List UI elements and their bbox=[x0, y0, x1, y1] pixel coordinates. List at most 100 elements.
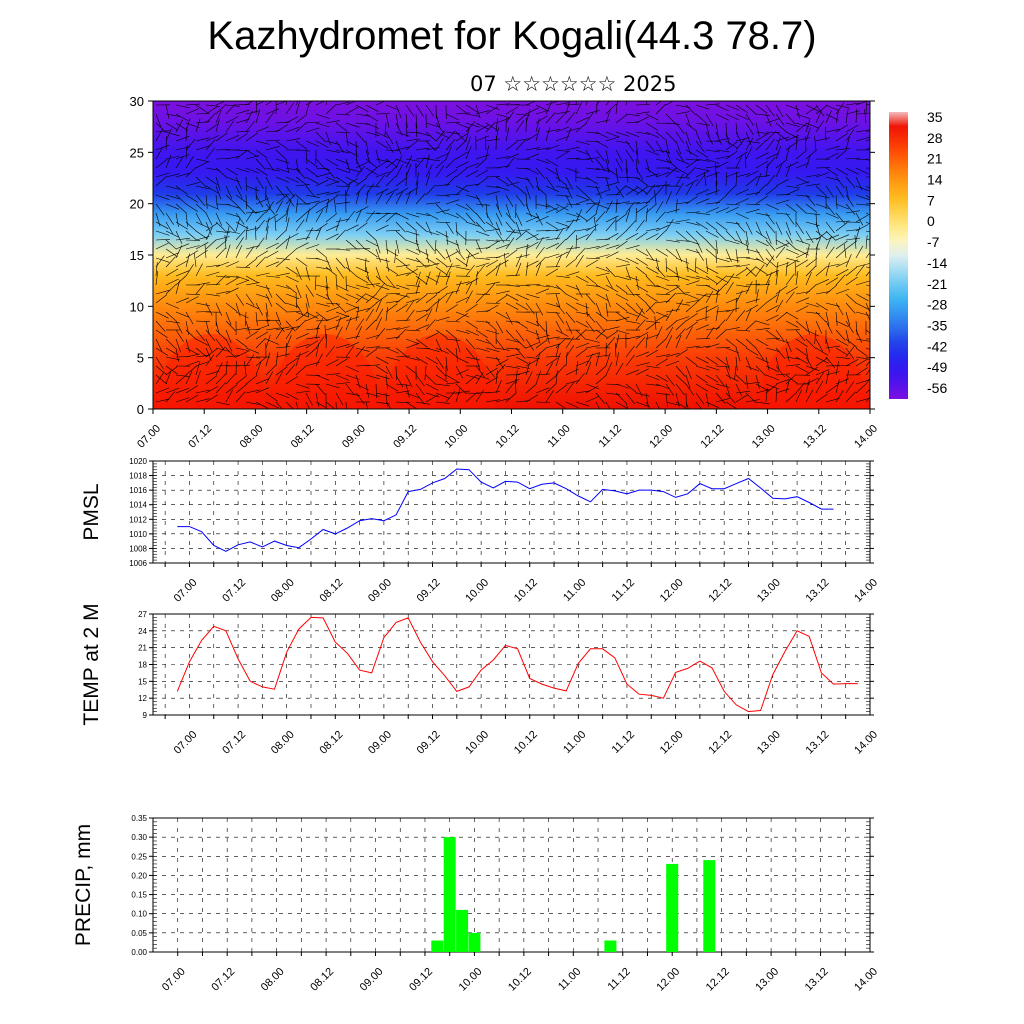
wind-barb bbox=[805, 320, 810, 335]
wind-barb bbox=[425, 347, 440, 352]
wind-barb bbox=[505, 203, 511, 218]
wind-barb bbox=[645, 208, 648, 223]
wind-barb bbox=[535, 256, 546, 268]
wind-barb bbox=[235, 176, 242, 190]
wind-barb bbox=[675, 167, 689, 176]
wind-barb bbox=[565, 320, 573, 334]
wind-barb bbox=[735, 155, 743, 169]
wind-barb bbox=[405, 155, 413, 169]
x-tick-label: 08.00 bbox=[269, 577, 297, 605]
wind-barb bbox=[795, 149, 808, 160]
wind-barb bbox=[575, 255, 584, 268]
wind-barb bbox=[305, 149, 308, 165]
wind-barb bbox=[585, 176, 599, 185]
wind-barb bbox=[825, 277, 839, 286]
wind-barb bbox=[835, 212, 846, 224]
wind-barb bbox=[205, 135, 220, 142]
wind-barb bbox=[504, 253, 507, 268]
wind-barb bbox=[275, 401, 283, 409]
wind-barb bbox=[265, 176, 273, 190]
wind-barb bbox=[395, 390, 410, 394]
wind-barb bbox=[455, 203, 469, 211]
wind-barb bbox=[485, 304, 499, 313]
wind-barb bbox=[725, 203, 741, 206]
x-tick-label: 09.00 bbox=[366, 729, 394, 757]
wind-barb bbox=[285, 138, 300, 142]
wind-barb bbox=[815, 302, 829, 311]
wind-barb bbox=[785, 221, 792, 236]
wind-barb bbox=[445, 139, 456, 151]
wind-barb bbox=[205, 227, 213, 241]
wind-barb bbox=[455, 281, 470, 286]
y-tick-label: 0.20 bbox=[131, 871, 147, 880]
wind-barb bbox=[615, 362, 624, 376]
wind-barb bbox=[505, 156, 515, 169]
wind-barb bbox=[435, 130, 446, 142]
colorbar-label: 28 bbox=[927, 130, 943, 146]
wind-barb bbox=[375, 149, 380, 164]
wind-barb bbox=[655, 326, 663, 340]
wind-barb bbox=[165, 366, 178, 376]
wind-barb bbox=[635, 207, 637, 223]
y-tick-label: 1006 bbox=[129, 559, 147, 568]
wind-barb bbox=[595, 189, 610, 196]
wind-barb bbox=[435, 131, 449, 139]
wind-barb bbox=[345, 266, 357, 277]
wind-barb bbox=[625, 232, 639, 241]
wind-barb bbox=[405, 138, 420, 142]
wind-barb bbox=[715, 319, 726, 331]
wind-barb bbox=[675, 275, 690, 281]
wind-barb bbox=[155, 113, 162, 128]
wind-barb bbox=[585, 275, 598, 285]
wind-barb bbox=[755, 365, 767, 377]
wind-barb bbox=[405, 365, 418, 375]
wind-barb bbox=[775, 246, 786, 259]
wind-barb bbox=[405, 383, 410, 398]
wind-barb bbox=[195, 320, 211, 322]
wind-barb bbox=[265, 293, 273, 307]
wind-barb bbox=[805, 377, 819, 385]
wind-barb bbox=[425, 122, 440, 128]
wind-barb bbox=[455, 122, 470, 129]
wind-barb bbox=[235, 217, 241, 232]
wind-barb bbox=[705, 343, 720, 349]
wind-barb bbox=[675, 158, 690, 165]
colorbar-label: -7 bbox=[927, 234, 940, 250]
wind-barb bbox=[345, 181, 351, 196]
wind-barb bbox=[205, 348, 218, 358]
wind-barb bbox=[555, 111, 570, 115]
wind-barb bbox=[235, 293, 245, 306]
wind-barb bbox=[635, 167, 644, 181]
wind-barb bbox=[395, 319, 411, 322]
wind-barb bbox=[445, 212, 460, 219]
wind-barb bbox=[445, 221, 454, 234]
wind-barb bbox=[565, 293, 579, 301]
wind-barb bbox=[395, 303, 408, 313]
wind-barb bbox=[675, 266, 680, 281]
wind-barb bbox=[445, 157, 457, 169]
wind-barb bbox=[615, 334, 620, 349]
wind-barb bbox=[515, 194, 525, 207]
wind-barb bbox=[185, 371, 193, 385]
wind-barb bbox=[405, 141, 418, 151]
wind-barb bbox=[525, 167, 539, 175]
wind-barb bbox=[525, 244, 528, 259]
wind-barb bbox=[375, 131, 389, 139]
x-tick-label: 11.12 bbox=[606, 966, 633, 993]
wind-barb bbox=[585, 202, 596, 214]
colorbar-label: -35 bbox=[927, 317, 947, 333]
wind-barb bbox=[765, 272, 773, 286]
wind-barb bbox=[705, 374, 719, 383]
wind-barb bbox=[265, 284, 273, 298]
wind-barb bbox=[385, 158, 398, 168]
wind-barb bbox=[255, 378, 270, 385]
wind-barb bbox=[645, 173, 660, 178]
wind-barb bbox=[745, 122, 754, 135]
wind-barb bbox=[385, 188, 399, 196]
wind-barb bbox=[825, 126, 827, 142]
wind-barb bbox=[735, 264, 750, 268]
wind-barb bbox=[165, 185, 180, 190]
wind-barb bbox=[335, 185, 351, 187]
wind-barb bbox=[275, 101, 288, 106]
wind-barb bbox=[595, 352, 600, 367]
